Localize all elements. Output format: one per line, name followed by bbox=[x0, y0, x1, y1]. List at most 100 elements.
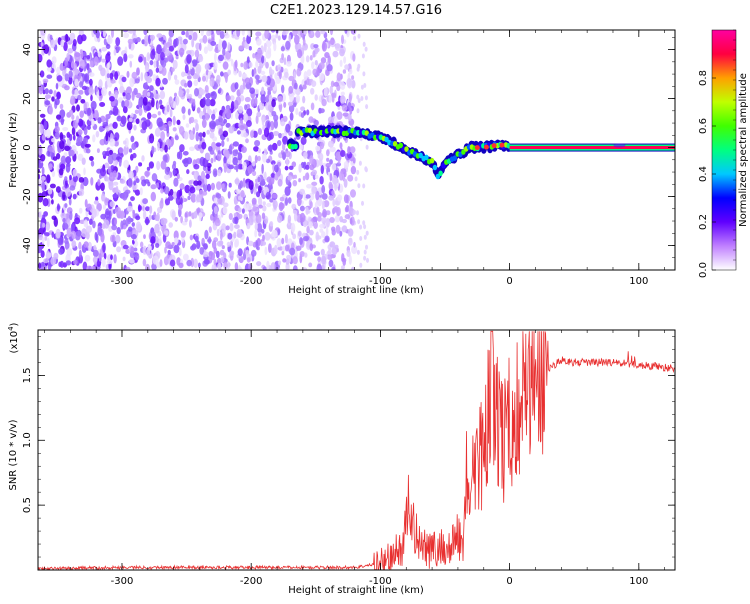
heatmap-cell bbox=[130, 135, 135, 143]
heatmap-cell bbox=[270, 262, 276, 270]
heatmap-cell bbox=[326, 157, 330, 162]
heatmap-cell bbox=[46, 74, 53, 79]
heatmap-cell bbox=[361, 200, 364, 206]
heatmap-cell bbox=[178, 262, 184, 269]
heatmap-cell bbox=[265, 61, 269, 69]
heatmap-cell bbox=[185, 30, 189, 38]
heatmap-cell bbox=[119, 179, 126, 184]
heatmap-cell bbox=[160, 131, 166, 141]
heatmap-cell bbox=[305, 55, 310, 63]
heatmap-cell bbox=[315, 30, 321, 38]
heatmap-cell bbox=[253, 88, 259, 95]
heatmap-cell bbox=[363, 234, 367, 240]
heatmap-cell bbox=[333, 81, 340, 87]
heatmap-cell bbox=[313, 119, 319, 126]
heatmap-cell bbox=[64, 85, 70, 91]
heatmap-cell bbox=[134, 109, 139, 115]
heatmap-cell bbox=[122, 105, 128, 114]
heatmap-cell bbox=[253, 97, 258, 107]
heatmap-cell bbox=[300, 161, 305, 169]
heatmap-cell bbox=[118, 158, 122, 167]
heatmap-cell bbox=[123, 32, 130, 39]
heatmap-cell bbox=[321, 184, 326, 194]
heatmap-cell bbox=[133, 180, 137, 186]
heatmap-cell bbox=[165, 138, 172, 147]
heatmap-cell bbox=[93, 30, 98, 35]
heatmap-cell bbox=[277, 161, 281, 167]
heatmap-cell bbox=[226, 241, 231, 247]
heatmap-cell bbox=[115, 185, 119, 196]
heatmap-cell bbox=[257, 176, 261, 183]
heatmap-cell bbox=[48, 105, 54, 115]
heatmap-cell bbox=[214, 108, 218, 113]
heatmap-cell bbox=[234, 178, 240, 185]
heatmap-cell bbox=[151, 48, 155, 56]
heatmap-cell bbox=[325, 210, 331, 216]
heatmap-cell bbox=[62, 127, 69, 131]
heatmap-cell bbox=[336, 111, 343, 120]
heatmap-cell bbox=[342, 69, 347, 74]
heatmap-cell bbox=[74, 78, 79, 87]
heatmap-cell bbox=[175, 95, 180, 106]
ridge-cell bbox=[435, 173, 440, 180]
heatmap-cell bbox=[252, 161, 256, 167]
heatmap-cell bbox=[38, 145, 43, 156]
heatmap-cell bbox=[267, 144, 273, 152]
heatmap-cell bbox=[173, 177, 179, 187]
heatmap-cell bbox=[302, 84, 307, 90]
heatmap-cell bbox=[264, 218, 268, 225]
heatmap-cell bbox=[341, 34, 344, 45]
heatmap-cell bbox=[204, 112, 210, 121]
heatmap-cell bbox=[309, 155, 314, 165]
heatmap-cell bbox=[211, 113, 216, 121]
heatmap-cell bbox=[241, 208, 245, 214]
heatmap-cell bbox=[109, 138, 116, 147]
heatmap-cell bbox=[143, 30, 148, 36]
heatmap-cell bbox=[339, 95, 346, 104]
heatmap-cell bbox=[55, 82, 59, 90]
heatmap-cell bbox=[134, 78, 140, 84]
heatmap-cell bbox=[348, 237, 353, 243]
heatmap-cell bbox=[321, 255, 327, 265]
heatmap-cell bbox=[288, 85, 294, 94]
heatmap-cell bbox=[62, 222, 68, 230]
heatmap-cell bbox=[241, 146, 247, 154]
heatmap-cell bbox=[229, 250, 235, 256]
heatmap-cell bbox=[83, 127, 88, 136]
heatmap-cell bbox=[320, 30, 326, 35]
heatmap-cell bbox=[123, 145, 128, 155]
heatmap-cell bbox=[363, 255, 367, 261]
heatmap-cell bbox=[156, 212, 160, 222]
heatmap-cell bbox=[78, 241, 82, 250]
heatmap-cell bbox=[207, 166, 211, 172]
colorbar-ticks: 0.0 0.2 0.4 0.6 0.8 bbox=[698, 29, 736, 278]
snr-y-multiplier-close: ) bbox=[9, 322, 20, 326]
heatmap-cell bbox=[114, 71, 119, 81]
heatmap-cell bbox=[93, 200, 99, 205]
heatmap-cell bbox=[339, 142, 343, 150]
heatmap-cell bbox=[264, 246, 268, 256]
heatmap-cell bbox=[102, 204, 106, 210]
x-tick-label: -100 bbox=[369, 276, 392, 287]
heatmap-cell bbox=[347, 174, 354, 182]
heatmap-cell bbox=[129, 77, 135, 88]
snr-plot-area bbox=[38, 330, 675, 570]
heatmap-cell bbox=[148, 214, 152, 221]
heatmap-cell bbox=[269, 221, 274, 227]
heatmap-cell bbox=[155, 67, 160, 73]
heatmap-cell bbox=[71, 126, 76, 136]
heatmap-cell bbox=[319, 108, 325, 114]
heatmap-cell bbox=[100, 167, 106, 177]
heatmap-cell bbox=[205, 92, 212, 99]
heatmap-cell bbox=[246, 203, 253, 211]
heatmap-cell bbox=[268, 243, 272, 254]
heatmap-cell bbox=[362, 220, 366, 226]
heatmap-cell bbox=[216, 240, 223, 247]
heatmap-cell bbox=[288, 75, 295, 82]
heatmap-cell bbox=[181, 106, 186, 114]
heatmap-cell bbox=[348, 255, 352, 265]
heatmap-cell bbox=[268, 94, 273, 102]
heatmap-cell bbox=[324, 235, 330, 243]
heatmap-cell bbox=[340, 91, 345, 96]
